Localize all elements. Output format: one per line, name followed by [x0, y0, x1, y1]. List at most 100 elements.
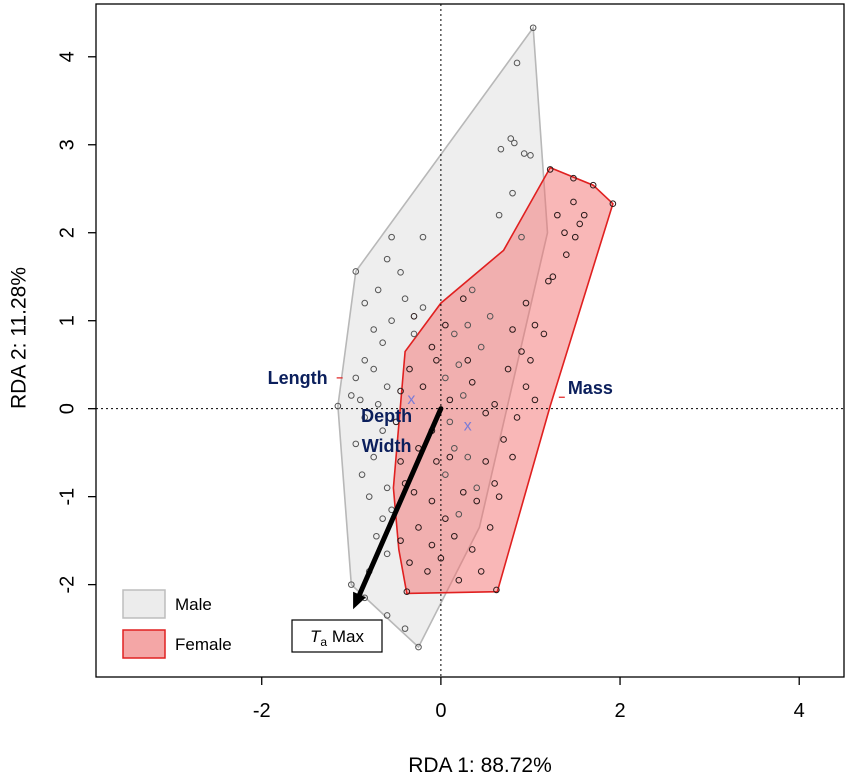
y-tick-label: -2 [56, 576, 78, 594]
y-tick-label: -1 [56, 488, 78, 506]
point-male [520, 150, 528, 157]
point-female [493, 586, 500, 594]
point-female [392, 418, 400, 426]
point-male [383, 484, 391, 492]
point-female [397, 537, 404, 544]
point-male [507, 135, 515, 142]
point-male [527, 152, 534, 159]
point-male [388, 317, 395, 325]
point-male [352, 440, 360, 448]
point-male [370, 365, 378, 373]
point-female [397, 387, 404, 395]
point-female [446, 396, 454, 404]
point-female [468, 378, 476, 386]
legend-label-male: Male [175, 595, 212, 614]
point-female [545, 277, 552, 285]
point-female [561, 229, 568, 237]
point-male [361, 356, 369, 364]
point-male [468, 286, 476, 294]
point-male [459, 392, 467, 399]
point-female [403, 588, 411, 595]
point-male [401, 625, 409, 632]
x-tick-label: 0 [435, 700, 446, 722]
point-male [410, 330, 418, 338]
point-male [451, 444, 458, 452]
point-female [433, 458, 440, 465]
point-female [446, 453, 454, 461]
hull-female [392, 166, 614, 595]
point-male [352, 374, 360, 382]
y-tick-label: 1 [56, 315, 78, 326]
point-female [459, 488, 467, 496]
point-female [410, 313, 418, 320]
point-male [529, 24, 537, 32]
point-male [446, 418, 454, 426]
point-male [415, 643, 422, 651]
point-female [513, 414, 521, 421]
point-female [459, 295, 467, 303]
x-tick-label: 2 [614, 700, 625, 722]
legend-swatch-female [122, 629, 166, 659]
centroid-male: x [407, 391, 415, 408]
point-male [374, 286, 382, 294]
point-female [570, 174, 577, 182]
point-female [527, 356, 534, 364]
point-male [358, 471, 366, 478]
point-female [419, 383, 427, 390]
x-tick-label: 4 [794, 700, 805, 722]
point-female [609, 200, 617, 208]
hull-layer [337, 25, 614, 649]
variable-label-mass: Mass [568, 378, 613, 398]
point-male [486, 313, 494, 320]
point-male [352, 268, 360, 275]
point-male [464, 321, 472, 329]
point-female [424, 568, 431, 575]
y-axis-title: RDA 2: 11.28% [8, 267, 31, 409]
ta-max-arrow-layer: Ta Max [291, 406, 444, 653]
point-male [511, 139, 518, 147]
centroid-female: x [464, 418, 472, 435]
point-male [373, 532, 380, 540]
points-layer [334, 24, 617, 651]
point-female [491, 400, 498, 408]
point-female [531, 396, 539, 404]
point-male [455, 361, 463, 368]
point-female [509, 453, 516, 461]
point-male [477, 343, 485, 351]
point-male [365, 493, 373, 500]
point-female [549, 273, 557, 281]
point-male [361, 299, 369, 307]
x-tick-label: -2 [253, 700, 271, 722]
point-male [388, 233, 395, 241]
point-male [442, 374, 449, 382]
point-male [509, 189, 516, 197]
x-axis-title: RDA 1: 88.72% [408, 754, 552, 777]
point-male [379, 339, 386, 346]
point-female [428, 497, 436, 505]
y-tick-label: 3 [56, 139, 78, 150]
point-male [356, 396, 364, 404]
point-female [562, 251, 570, 259]
point-male [383, 255, 391, 263]
point-male [361, 414, 369, 421]
legend: Male Female [122, 589, 232, 659]
point-male [379, 515, 386, 522]
reference-lines [96, 4, 844, 677]
point-female [428, 541, 436, 549]
ta-max-arrow-head [353, 591, 366, 610]
y-tick-label: 4 [56, 51, 78, 62]
ta-max-arrow-shaft [357, 406, 444, 598]
point-male [455, 510, 463, 518]
variable-label-depth: Depth [361, 406, 412, 426]
point-male [464, 453, 472, 461]
point-female [580, 211, 588, 219]
point-female [509, 326, 516, 333]
point-female [397, 458, 404, 465]
point-female [522, 383, 530, 390]
point-female [571, 233, 579, 241]
point-male [383, 383, 391, 390]
point-female [546, 166, 554, 173]
point-female [482, 458, 489, 465]
